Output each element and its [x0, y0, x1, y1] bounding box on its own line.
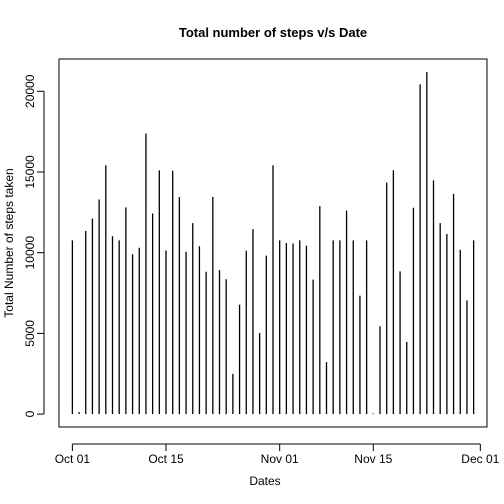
x-tick-label: Nov 15 — [354, 452, 392, 466]
y-tick-label: 15000 — [23, 155, 37, 189]
x-axis-label: Dates — [249, 474, 280, 488]
y-tick-label: 10000 — [23, 236, 37, 270]
bars-group — [71, 72, 475, 415]
chart-title: Total number of steps v/s Date — [179, 25, 367, 40]
y-axis-label: Total Number of steps taken — [2, 168, 16, 317]
y-tick-label: 0 — [23, 410, 37, 417]
y-tick-label: 5000 — [23, 320, 37, 347]
x-tick-label: Oct 15 — [148, 452, 184, 466]
y-axis: 0 5000 10000 15000 20000 — [23, 74, 45, 417]
plot-frame — [58, 58, 488, 428]
y-tick-label: 20000 — [23, 74, 37, 108]
x-axis: Oct 01 Oct 15 Nov 01 Nov 15 Dec 01 — [55, 443, 500, 466]
x-tick-label: Dec 01 — [461, 452, 499, 466]
x-tick-label: Oct 01 — [55, 452, 91, 466]
x-tick-label: Nov 01 — [261, 452, 299, 466]
